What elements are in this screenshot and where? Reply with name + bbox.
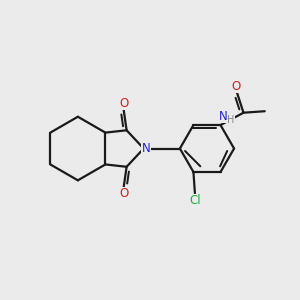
Text: O: O xyxy=(119,188,128,200)
Text: O: O xyxy=(231,80,240,93)
Text: H: H xyxy=(227,116,235,125)
Text: Cl: Cl xyxy=(190,194,201,207)
Text: O: O xyxy=(119,97,128,110)
Text: N: N xyxy=(219,110,228,123)
Text: N: N xyxy=(142,142,150,155)
